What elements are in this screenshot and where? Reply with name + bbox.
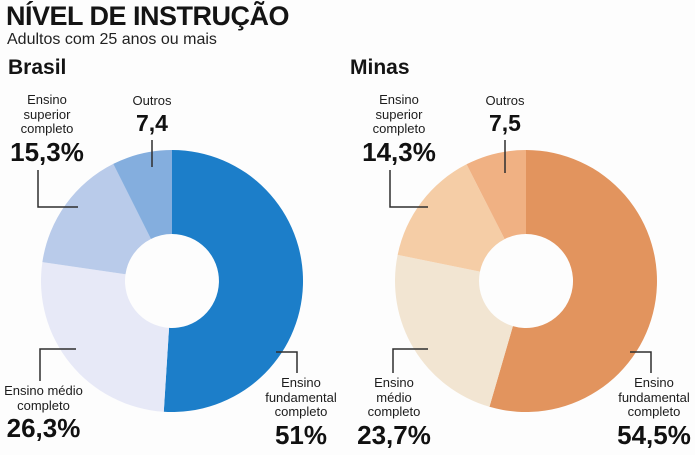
label-minas-ensino-medio-completo: Ensino médio completo 23,7% [352, 375, 436, 450]
label-value: 15,3% [10, 136, 84, 167]
label-minas-ensino-fundamental-completo: Ensino fundamental completo 54,5% [608, 375, 695, 450]
minas-slice-outros [466, 150, 526, 240]
lead-line-brasil-ensino-fundamental-completo [276, 351, 298, 373]
label-text: Ensino fundamental completo [618, 375, 690, 420]
minas-donut-chart [389, 140, 657, 412]
label-brasil-ensino-fundamental-completo: Ensino fundamental completo 51% [255, 375, 347, 450]
label-minas-outros: Outros 7,5 [465, 93, 545, 136]
label-text: Ensino fundamental completo [265, 375, 337, 420]
lead-line-brasil-ensino-medio-completo [39, 348, 76, 381]
page-subtitle: Adultos com 25 anos ou mais [7, 31, 217, 48]
label-brasil-ensino-medio-completo: Ensino médio completo 26,3% [0, 383, 91, 444]
label-text: Ensino superior completo [372, 92, 426, 137]
lead-line-brasil-ensino-superior-completo [37, 170, 78, 208]
label-text: Outros [132, 93, 172, 108]
label-brasil-ensino-superior-completo: Ensino superior completo 15,3% [6, 92, 88, 167]
lead-line-minas-ensino-medio-completo [392, 348, 428, 373]
chart-title-brasil: Brasil [8, 56, 67, 79]
chart-title-minas: Minas [350, 56, 410, 79]
page-title: NÍVEL DE INSTRUÇÃO [6, 1, 290, 31]
label-value: 14,3% [362, 136, 436, 167]
minas-slice-ensino-fundamental-completo [489, 150, 657, 412]
brasil-slice-ensino-superior-completo [42, 163, 151, 275]
brasil-donut-chart [37, 140, 304, 412]
label-value: 7,4 [136, 109, 168, 136]
brasil-slice-ensino-fundamental-completo [163, 150, 304, 412]
lead-line-minas-ensino-fundamental-completo [630, 351, 652, 373]
label-text: Ensino superior completo [20, 92, 74, 137]
label-text: Ensino médio completo [4, 383, 83, 413]
label-value: 51% [274, 419, 328, 450]
label-text: Outros [485, 93, 525, 108]
minas-slice-ensino-medio-completo [395, 254, 513, 407]
label-value: 54,5% [617, 419, 691, 450]
brasil-slice-outros [113, 150, 172, 239]
minas-slice-ensino-superior-completo [397, 164, 505, 272]
lead-line-minas-ensino-superior-completo [389, 170, 428, 208]
label-value: 23,7% [357, 419, 431, 450]
label-minas-ensino-superior-completo: Ensino superior completo 14,3% [358, 92, 440, 167]
brasil-slice-ensino-medio-completo [41, 262, 170, 412]
label-value: 7,5 [489, 109, 521, 136]
label-text: Ensino médio completo [367, 375, 421, 420]
label-value: 26,3% [6, 413, 81, 444]
label-brasil-outros: Outros 7,4 [112, 93, 192, 136]
